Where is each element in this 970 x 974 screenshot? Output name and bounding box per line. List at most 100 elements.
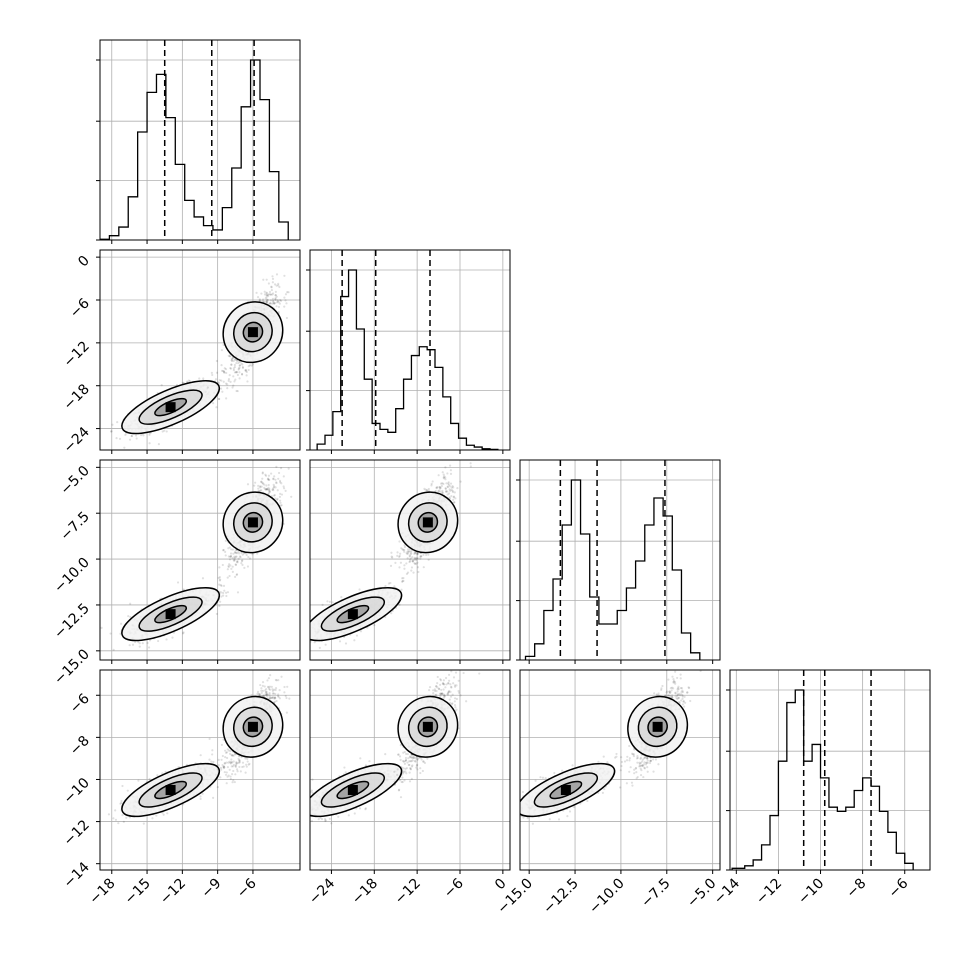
- sample-point: [113, 649, 115, 651]
- sample-point: [116, 421, 118, 423]
- sample-point: [228, 380, 230, 382]
- y-tick-label: −15.0: [51, 646, 93, 688]
- panel-1-1: [306, 250, 510, 454]
- sample-point: [384, 585, 386, 587]
- sample-point: [162, 430, 164, 432]
- sample-point: [239, 555, 241, 557]
- sample-point: [303, 629, 305, 631]
- sample-point: [269, 291, 271, 293]
- sample-point: [215, 406, 217, 408]
- sample-point: [285, 293, 287, 295]
- sample-point: [275, 291, 277, 293]
- sample-point: [127, 615, 129, 617]
- sample-point: [220, 364, 222, 366]
- sample-point: [264, 291, 266, 293]
- scatter-layer: [298, 458, 472, 651]
- sample-point: [227, 547, 229, 549]
- sample-point: [182, 632, 184, 634]
- sample-point: [216, 613, 218, 615]
- sample-point: [246, 380, 248, 382]
- sample-point: [303, 648, 305, 650]
- sample-point: [238, 558, 240, 560]
- sample-point: [285, 490, 287, 492]
- sample-point: [233, 360, 235, 362]
- sample-point: [259, 299, 261, 301]
- sample-point: [391, 556, 393, 558]
- sample-point: [470, 462, 472, 464]
- sample-point: [427, 554, 429, 556]
- sample-point: [339, 640, 341, 642]
- sample-point: [165, 638, 167, 640]
- sample-point: [358, 588, 360, 590]
- sample-point: [139, 646, 141, 648]
- y-tick-label: −24: [61, 424, 93, 456]
- sample-point: [279, 500, 281, 502]
- sample-point: [247, 483, 249, 485]
- sample-point: [227, 577, 229, 579]
- sample-point: [211, 374, 213, 376]
- sample-point: [303, 468, 305, 470]
- histogram-step: [100, 60, 288, 240]
- panel-2-0: −5.0−7.5−10.0−12.5−15.0: [51, 457, 305, 688]
- sample-point: [267, 478, 269, 480]
- sample-point: [314, 641, 316, 643]
- sample-point: [246, 554, 248, 556]
- sample-point: [219, 579, 221, 581]
- y-tick-label: 0: [75, 253, 93, 271]
- sample-point: [226, 387, 228, 389]
- sample-point: [277, 489, 279, 491]
- sample-point: [215, 378, 217, 380]
- sample-point: [252, 363, 254, 365]
- sample-point: [278, 301, 280, 303]
- sample-point: [260, 489, 262, 491]
- y-tick-label: −5.0: [57, 463, 92, 498]
- sample-point: [260, 481, 262, 483]
- sample-point: [218, 566, 220, 568]
- sample-point: [218, 605, 220, 607]
- sample-point: [216, 372, 218, 374]
- density-peak: [166, 609, 176, 619]
- sample-point: [263, 484, 265, 486]
- sample-point: [267, 299, 269, 301]
- sample-point: [441, 485, 443, 487]
- sample-point: [142, 642, 144, 644]
- sample-point: [266, 294, 268, 296]
- sample-point: [225, 383, 227, 385]
- sample-point: [223, 381, 225, 383]
- sample-point: [177, 581, 179, 583]
- sample-point: [353, 639, 355, 641]
- sample-point: [222, 595, 224, 597]
- sample-point: [242, 367, 244, 369]
- sample-point: [221, 349, 223, 351]
- sample-point: [307, 623, 309, 625]
- sample-point: [110, 430, 112, 432]
- sample-point: [235, 371, 237, 373]
- sample-point: [278, 306, 280, 308]
- sample-point: [251, 553, 253, 555]
- sample-point: [257, 488, 259, 490]
- sample-point: [273, 475, 275, 477]
- sample-point: [283, 306, 285, 308]
- sample-point: [270, 299, 272, 301]
- sample-point: [234, 576, 236, 578]
- sample-point: [281, 504, 283, 506]
- sample-point: [140, 434, 142, 436]
- sample-point: [233, 369, 235, 371]
- sample-point: [227, 591, 229, 593]
- sample-point: [271, 489, 273, 491]
- y-tick-label: −18: [61, 381, 93, 413]
- sample-point: [232, 566, 234, 568]
- sample-point: [279, 480, 281, 482]
- y-tick-label: −7.5: [57, 509, 92, 544]
- sample-point: [356, 634, 358, 636]
- sample-point: [340, 596, 342, 598]
- sample-point: [229, 374, 231, 376]
- sample-point: [222, 549, 224, 551]
- sample-point: [271, 275, 273, 277]
- sample-point: [232, 384, 234, 386]
- sample-point: [142, 434, 144, 436]
- sample-point: [394, 562, 396, 564]
- sample-point: [220, 388, 222, 390]
- sample-point: [275, 294, 277, 296]
- sample-point: [404, 546, 406, 548]
